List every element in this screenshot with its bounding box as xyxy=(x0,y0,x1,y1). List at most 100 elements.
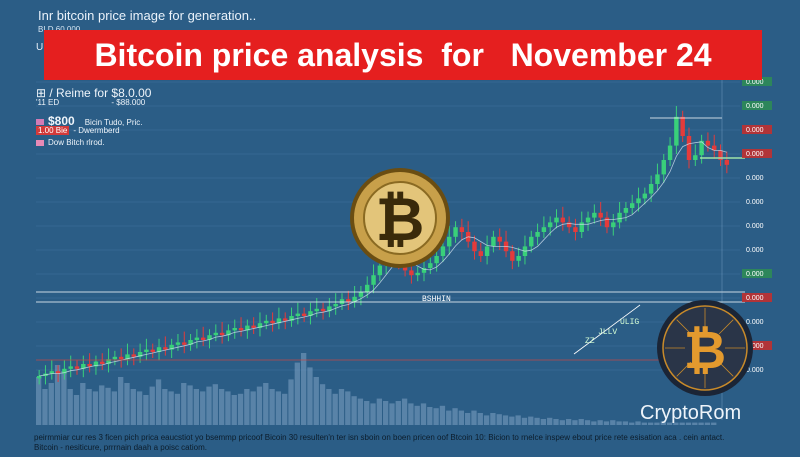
candle-body xyxy=(724,160,730,165)
candle-body xyxy=(163,347,168,350)
y-tick-tag xyxy=(742,245,772,254)
volume-bar xyxy=(250,391,256,425)
volume-bar xyxy=(92,391,99,425)
volume-bar xyxy=(660,421,666,425)
volume-bar xyxy=(635,421,641,425)
volume-bar xyxy=(345,391,351,425)
volume-bar xyxy=(389,403,395,425)
candle-body xyxy=(118,356,124,360)
volume-bar xyxy=(376,398,382,425)
info-price: $800 xyxy=(48,114,75,128)
volume-bar xyxy=(244,389,250,425)
footer-caption-1: peirmmiar cur res 3 ficen pich prica eau… xyxy=(34,433,725,442)
volume-bar xyxy=(155,379,162,425)
volume-bar xyxy=(496,414,502,425)
y-tick-label: 0.000 xyxy=(746,127,764,134)
candle-body xyxy=(686,136,692,160)
candle-body xyxy=(642,193,648,199)
annotation-label: ULIG xyxy=(620,318,640,327)
candle-body xyxy=(49,371,54,374)
volume-bar xyxy=(547,417,553,425)
volume-bar xyxy=(332,393,338,425)
bitcoin-coin-gold-icon: ₿ xyxy=(350,168,450,268)
info-line-4-text: - Dwermberd xyxy=(73,126,120,135)
info-price-note: Bicin Tudo, Pric. xyxy=(84,118,143,127)
volume-bar xyxy=(263,383,269,425)
volume-bar xyxy=(149,386,155,425)
candle-body xyxy=(137,352,143,357)
candle-body xyxy=(371,275,376,285)
candle-body xyxy=(611,222,616,228)
candle-body xyxy=(251,325,256,328)
volume-bar xyxy=(692,422,698,425)
coin-pattern-line xyxy=(676,319,692,335)
volume-bar xyxy=(225,391,231,425)
candle-body xyxy=(74,366,80,369)
candle-body xyxy=(579,222,584,232)
volume-bar xyxy=(395,401,401,425)
info-line-4: 1.00 Bie - Dwermberd xyxy=(36,126,120,135)
volume-bar xyxy=(641,422,647,425)
coin-pattern-line xyxy=(718,361,734,377)
volume-bar xyxy=(338,389,345,425)
volume-bar xyxy=(294,362,300,425)
volume-bar xyxy=(465,413,471,425)
volume-bar xyxy=(673,422,679,425)
legend-swatch-icon xyxy=(36,139,44,146)
y-tick-tag xyxy=(742,341,772,350)
candle-body xyxy=(289,316,294,321)
volume-bar xyxy=(319,384,326,425)
y-tick-label: 0.000 xyxy=(746,151,764,158)
candle-body xyxy=(447,236,452,247)
info-line-2-value: - $88.000 xyxy=(111,98,146,107)
candle-body xyxy=(188,340,193,345)
candle-body xyxy=(409,270,414,276)
volume-bar xyxy=(427,407,433,425)
candle-body xyxy=(219,332,225,336)
candle-body xyxy=(93,361,99,367)
candle-body xyxy=(459,227,465,232)
volume-bar xyxy=(105,387,111,425)
y-axis-tick-labels: 0.000 0.000 0.000 0.000 0.000 0.000 0.000 0.000… xyxy=(742,77,772,374)
volume-bar xyxy=(61,371,67,425)
volume-bar xyxy=(237,393,244,425)
volume-bar xyxy=(483,415,490,425)
candle-body xyxy=(547,222,553,228)
y-tick-label: 0.000 xyxy=(746,271,764,278)
candle-body xyxy=(699,140,704,156)
volume-bar xyxy=(162,389,168,425)
y-tick-label: 0.000 xyxy=(746,319,764,326)
volume-bar xyxy=(597,420,603,425)
y-tick-label: 0.000 xyxy=(746,175,764,182)
candle-body xyxy=(36,376,42,379)
volume-bar xyxy=(364,401,370,425)
y-tick-label: 0.000 xyxy=(746,103,764,110)
volume-bar xyxy=(584,420,591,425)
candle-body xyxy=(529,236,534,247)
bitcoin-coin-dark-icon: ₿ xyxy=(657,300,753,396)
candle-body xyxy=(156,347,162,352)
y-tick-label: 0.000 xyxy=(746,79,764,86)
volume-bar xyxy=(181,383,187,425)
volume-bar xyxy=(313,377,319,425)
volume-bar xyxy=(118,377,124,425)
coin-inner xyxy=(363,181,437,255)
volume-bar xyxy=(553,419,559,425)
volume-bar xyxy=(679,422,685,425)
y-tick-tag xyxy=(742,77,772,86)
candle-body xyxy=(100,361,105,364)
candle-body xyxy=(131,354,136,357)
volume-bar xyxy=(351,396,357,425)
candle-body xyxy=(535,232,540,237)
title-banner: Bitcoin price analysis for November 24 xyxy=(44,30,762,80)
candle-body xyxy=(415,272,420,276)
volume-bar xyxy=(603,421,610,425)
candle-body xyxy=(484,246,490,256)
candle-body xyxy=(712,145,717,151)
volume-bar xyxy=(420,403,427,425)
volume-bar xyxy=(168,391,174,425)
candle-body xyxy=(566,222,572,228)
volume-bar xyxy=(616,421,622,425)
bitcoin-symbol: ₿ xyxy=(684,321,726,381)
volume-bar xyxy=(704,422,711,425)
